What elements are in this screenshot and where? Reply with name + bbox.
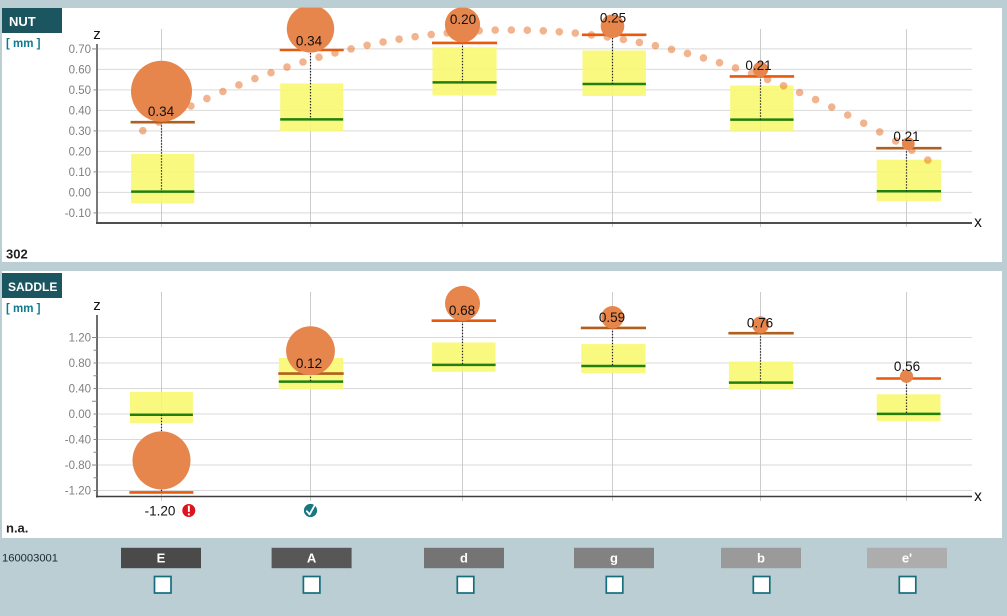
svg-text:[ mm ]: [ mm ]	[6, 303, 41, 315]
svg-text:0.59: 0.59	[599, 310, 625, 325]
svg-text:-0.40: -0.40	[65, 435, 91, 447]
svg-text:e': e'	[902, 551, 912, 566]
svg-text:0.12: 0.12	[296, 356, 322, 371]
svg-text:-1.20: -1.20	[145, 504, 176, 519]
svg-text:0.80: 0.80	[69, 358, 91, 370]
svg-text:b: b	[757, 551, 765, 566]
svg-text:NUT: NUT	[9, 14, 36, 29]
svg-text:0.20: 0.20	[69, 146, 91, 158]
svg-text:1.20: 1.20	[69, 333, 91, 345]
svg-text:0.20: 0.20	[450, 12, 476, 27]
svg-text:d: d	[460, 551, 468, 566]
svg-text:A: A	[307, 551, 317, 566]
svg-text:0.56: 0.56	[894, 359, 920, 374]
svg-text:g: g	[610, 551, 618, 566]
svg-text:z: z	[93, 297, 101, 314]
svg-text:0.10: 0.10	[69, 167, 91, 179]
svg-text:SADDLE: SADDLE	[8, 280, 57, 294]
svg-text:0.34: 0.34	[148, 104, 175, 119]
svg-text:0.50: 0.50	[69, 85, 91, 97]
svg-text:-0.80: -0.80	[65, 460, 91, 472]
svg-text:0.60: 0.60	[69, 64, 91, 76]
svg-text:0.68: 0.68	[449, 303, 475, 318]
svg-text:0.70: 0.70	[69, 44, 91, 56]
svg-text:[ mm ]: [ mm ]	[6, 38, 41, 50]
svg-text:0.00: 0.00	[69, 409, 91, 421]
svg-text:0.40: 0.40	[69, 105, 91, 117]
svg-text:n.a.: n.a.	[6, 521, 28, 536]
svg-text:-1.20: -1.20	[65, 486, 91, 498]
svg-text:0.21: 0.21	[745, 58, 771, 73]
svg-text:x: x	[974, 488, 982, 505]
svg-text:0.76: 0.76	[747, 316, 773, 331]
svg-text:302: 302	[6, 247, 28, 262]
svg-text:0.34: 0.34	[296, 34, 323, 49]
svg-text:0.00: 0.00	[69, 187, 91, 199]
svg-text:0.21: 0.21	[893, 129, 919, 144]
svg-text:160003001: 160003001	[2, 553, 58, 565]
svg-text:x: x	[974, 214, 982, 231]
svg-text:0.30: 0.30	[69, 126, 91, 138]
svg-text:0.40: 0.40	[69, 384, 91, 396]
svg-text:z: z	[93, 26, 101, 43]
svg-text:0.25: 0.25	[600, 11, 626, 26]
svg-text:E: E	[157, 551, 166, 566]
svg-text:-0.10: -0.10	[65, 208, 91, 220]
